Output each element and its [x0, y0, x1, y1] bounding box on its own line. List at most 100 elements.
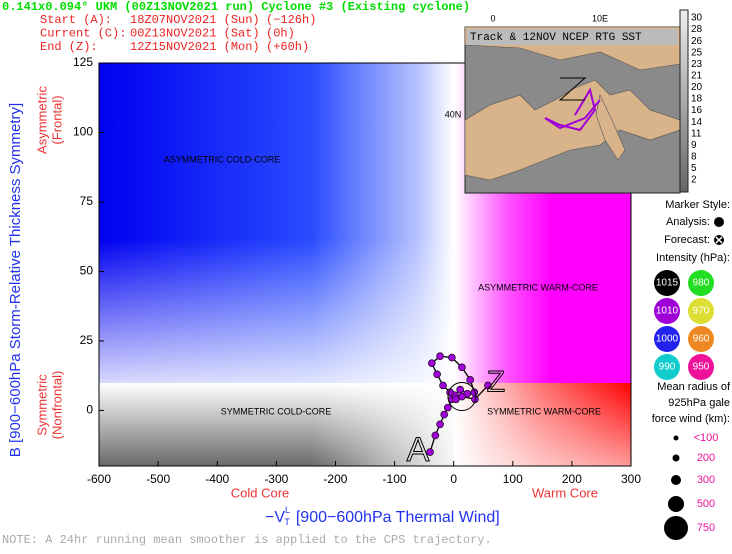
colorbar-label: 16	[691, 105, 703, 116]
colorbar-label: 14	[691, 117, 703, 128]
intensity-label: 1010	[656, 306, 679, 317]
trajectory-point	[433, 370, 441, 379]
radius-label: 500	[697, 498, 715, 510]
radius-label: 200	[697, 452, 715, 464]
intensity-swatch	[688, 298, 714, 324]
intensity-swatch	[654, 298, 680, 324]
radius-title: 925hPa gale	[668, 397, 730, 409]
x-tick-label: 200	[562, 472, 582, 486]
intensity-label: 990	[659, 362, 676, 373]
intensity-swatch	[654, 326, 680, 352]
x-right-label: Warm Core	[532, 485, 598, 500]
current-radius	[447, 382, 477, 412]
inset-track	[544, 87, 601, 132]
plot	[98, 62, 632, 466]
intensity-swatch	[688, 354, 714, 380]
region-label: ASYMMETRIC WARM-CORE	[478, 282, 598, 292]
y-tick-label: 125	[73, 55, 93, 69]
trajectory-point	[448, 353, 456, 362]
plot-frame	[98, 62, 632, 467]
x-tick-label: -600	[87, 472, 111, 486]
time-info: 00Z13NOV2021 (Sat)	[130, 27, 260, 41]
radius-swatch	[664, 516, 688, 540]
trajectory-point	[466, 376, 475, 384]
radius-swatch	[672, 454, 680, 462]
trajectory-point	[484, 381, 492, 390]
inset-lon: 10E	[592, 13, 608, 23]
time-info: 12Z15NOV2021 (Mon)	[130, 40, 260, 54]
trajectory-point	[436, 352, 444, 361]
y-lower-label: Symmetric	[34, 374, 49, 436]
colorbar-label: 28	[691, 24, 703, 35]
x-axis-label-part: [900−600hPa Thermal Wind]	[296, 509, 500, 526]
intensity-label: 1000	[656, 334, 679, 345]
y-upper-label: (Frontal)	[49, 95, 64, 144]
bg-sym-warm-fade	[454, 383, 631, 466]
intensity-swatch	[688, 270, 714, 296]
intensity-swatch	[688, 326, 714, 352]
colorbar-label: 8	[691, 151, 697, 162]
colorbar-label: 30	[691, 13, 703, 24]
colorbar-label: 20	[691, 82, 703, 93]
trajectory-point	[456, 385, 464, 394]
y-tick-label: 25	[80, 333, 94, 347]
note: NOTE: A 24hr running mean smoother is ap…	[2, 533, 492, 547]
time-info: (0h)	[266, 27, 295, 41]
end-marker: Z	[487, 365, 505, 398]
legend-analysis: Analysis:	[666, 216, 710, 228]
legend-forecast-x	[715, 236, 723, 244]
inset-z	[558, 77, 587, 101]
colorbar-label: 2	[691, 175, 697, 186]
x-tick-label: 300	[621, 472, 641, 486]
radius-label: <100	[694, 432, 719, 444]
radius-swatch	[671, 475, 681, 485]
colorbar-label: 21	[691, 70, 703, 81]
intensity-swatch	[654, 354, 680, 380]
colorbar-label: 25	[691, 47, 703, 58]
bg-sym-cold-fade	[99, 383, 454, 466]
time-info: Current (C):	[40, 27, 126, 41]
time-info: (+60h)	[266, 40, 309, 54]
title: 0.141x0.094° UKM (00Z13NOV2021 run) Cycl…	[2, 0, 470, 14]
intensity-swatch	[654, 270, 680, 296]
intensity-label: 980	[693, 278, 710, 289]
phase-background	[98, 62, 632, 467]
colorbar-label: 9	[691, 140, 697, 151]
x-tick-label: -300	[264, 472, 288, 486]
trajectory-point	[431, 431, 440, 440]
x-axis-label: −VL T [900−600hPa Thermal Wind]	[265, 505, 500, 527]
x-axis-label-part: −V	[265, 509, 285, 526]
intensity-label: 970	[693, 306, 710, 317]
time-info: 18Z07NOV2021 (Sun)	[130, 13, 260, 27]
x-tick-label: -400	[205, 472, 229, 486]
inset-lon: 0	[490, 13, 495, 23]
region-label: SYMMETRIC COLD-CORE	[221, 406, 332, 416]
y-lower-label: (Nonfrontal)	[49, 371, 64, 440]
radius-title: Mean radius of	[657, 381, 731, 393]
intensity-label: 950	[693, 362, 710, 373]
y-tick-label: 50	[80, 264, 94, 278]
y-tick-label: 75	[80, 194, 94, 208]
trajectory-point	[458, 363, 466, 372]
trajectory-point	[443, 403, 452, 412]
y-tick-label: 100	[73, 125, 93, 139]
x-tick-label: 100	[503, 472, 523, 486]
trajectory-point	[440, 410, 449, 419]
trajectory-point	[436, 420, 444, 429]
radius-title: force wind (km):	[652, 413, 730, 425]
colorbar-label: 23	[691, 59, 703, 70]
intensity-label: 1015	[656, 278, 679, 289]
radius-swatch	[673, 435, 679, 441]
region-label: SYMMETRIC WARM-CORE	[487, 406, 601, 416]
x-tick-label: -500	[146, 472, 170, 486]
time-info: End (Z):	[40, 40, 98, 54]
x-left-label: Cold Core	[231, 485, 290, 500]
start-marker: A	[407, 431, 430, 469]
x-tick-label: -200	[323, 472, 347, 486]
legend-forecast: Forecast:	[664, 234, 710, 246]
trajectory-point	[439, 381, 447, 390]
y-tick-label: 0	[86, 403, 93, 417]
colorbar-label: 5	[691, 163, 697, 174]
